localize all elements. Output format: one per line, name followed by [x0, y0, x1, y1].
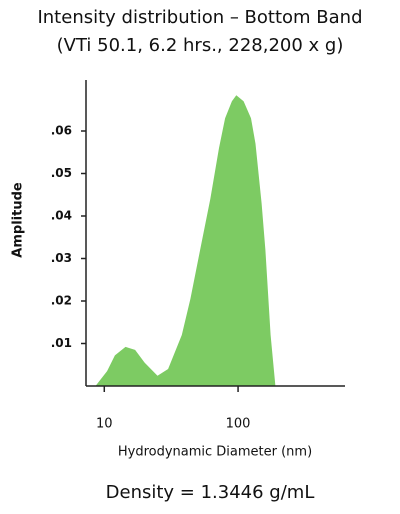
chart-subtitle: (VTi 50.1, 6.2 hrs., 228,200 x g): [57, 35, 344, 56]
y-tick-label: .01: [51, 336, 72, 350]
y-tick-label: .02: [51, 294, 72, 308]
x-tick-label: 10: [96, 417, 113, 432]
annotation: Density = 1.3446 g/mL: [106, 482, 315, 503]
y-tick-label: .06: [51, 124, 72, 138]
y-axis-label: Amplitude: [11, 182, 26, 258]
chart-title: Intensity distribution – Bottom Band: [37, 7, 362, 28]
y-tick-label: .04: [51, 209, 72, 223]
y-tick-label: .03: [51, 251, 72, 265]
y-tick-label: .05: [51, 166, 72, 180]
x-tick-label: 100: [226, 417, 251, 432]
area: [95, 95, 276, 387]
x-axis-label: Hydrodynamic Diameter (nm): [118, 445, 312, 460]
